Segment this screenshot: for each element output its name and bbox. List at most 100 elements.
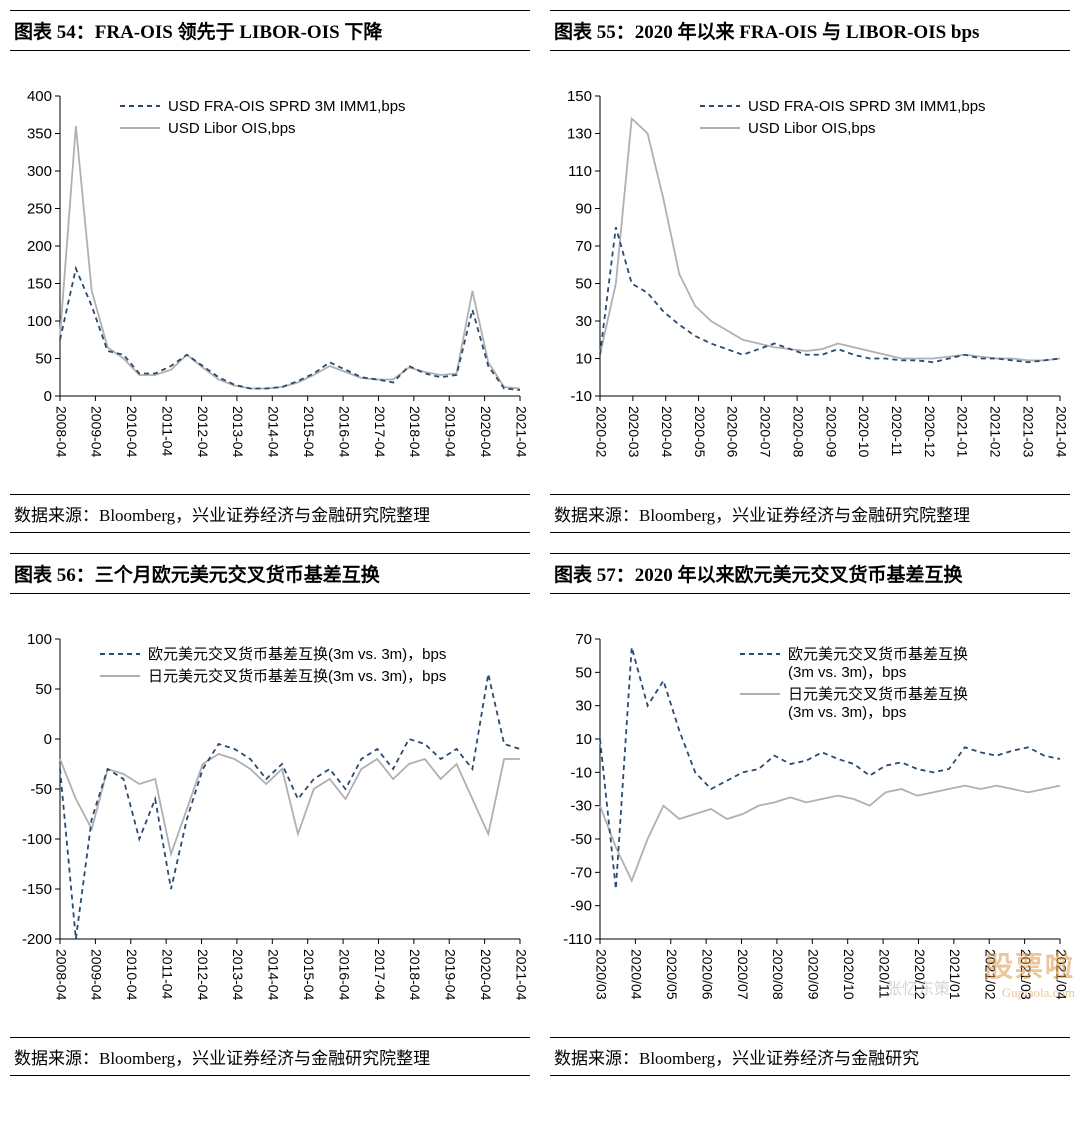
svg-text:150: 150 xyxy=(567,88,592,105)
svg-text:2021-02: 2021-02 xyxy=(988,406,1004,458)
svg-text:2021-04: 2021-04 xyxy=(1053,406,1069,458)
svg-text:400: 400 xyxy=(27,88,52,105)
chart-56: -200 -150 -100 -50 0 50 100 2008-04 2009-04 2010-… xyxy=(10,609,530,1029)
svg-text:日元美元交叉货币基差互换: 日元美元交叉货币基差互换 xyxy=(788,685,968,703)
chart-source: 数据来源：Bloomberg，兴业证券经济与金融研究院整理 xyxy=(550,494,1070,533)
svg-text:2013-04: 2013-04 xyxy=(230,949,246,1001)
svg-text:300: 300 xyxy=(27,163,52,180)
svg-text:2017-04: 2017-04 xyxy=(372,406,388,458)
chart-title: 图表 55：2020 年以来 FRA-OIS 与 LIBOR-OIS bps xyxy=(550,10,1070,51)
chart-55: -1010305070901101301502020-022020-032020… xyxy=(550,66,1070,486)
panel-55: 图表 55：2020 年以来 FRA-OIS 与 LIBOR-OIS bps -… xyxy=(550,10,1070,533)
svg-text:2020-11: 2020-11 xyxy=(889,406,905,457)
svg-text:2010-04: 2010-04 xyxy=(124,406,140,458)
svg-text:100: 100 xyxy=(27,631,52,648)
svg-text:日元美元交叉货币基差互换(3m vs. 3m)，bps: 日元美元交叉货币基差互换(3m vs. 3m)，bps xyxy=(148,667,446,685)
chart-title: 图表 56：三个月欧元美元交叉货币基差互换 xyxy=(10,553,530,594)
svg-text:70: 70 xyxy=(575,238,592,255)
chart-source: 数据来源：Bloomberg，兴业证券经济与金融研究 xyxy=(550,1037,1070,1076)
svg-text:110: 110 xyxy=(568,163,592,180)
svg-text:USD Libor OIS,bps: USD Libor OIS,bps xyxy=(168,120,296,137)
svg-text:2020-09: 2020-09 xyxy=(823,406,839,458)
svg-text:(3m vs. 3m)，bps: (3m vs. 3m)，bps xyxy=(788,664,906,681)
svg-text:2021/02: 2021/02 xyxy=(983,949,999,1000)
svg-text:30: 30 xyxy=(575,313,592,330)
svg-text:-150: -150 xyxy=(22,881,52,898)
svg-text:0: 0 xyxy=(44,388,52,405)
svg-text:-30: -30 xyxy=(570,798,592,815)
svg-text:USD FRA-OIS SPRD 3M IMM1,bps: USD FRA-OIS SPRD 3M IMM1,bps xyxy=(748,98,986,115)
svg-text:-50: -50 xyxy=(570,831,592,848)
svg-text:2009-04: 2009-04 xyxy=(89,406,105,458)
svg-text:2014-04: 2014-04 xyxy=(266,949,282,1001)
svg-text:2015-04: 2015-04 xyxy=(301,406,317,458)
svg-text:2020-07: 2020-07 xyxy=(758,406,774,458)
svg-text:2008-04: 2008-04 xyxy=(53,406,69,458)
svg-text:欧元美元交叉货币基差互换(3m vs. 3m)，bps: 欧元美元交叉货币基差互换(3m vs. 3m)，bps xyxy=(148,645,446,663)
svg-text:2019-04: 2019-04 xyxy=(443,406,459,458)
svg-text:150: 150 xyxy=(27,276,52,293)
chart-title: 图表 54：FRA-OIS 领先于 LIBOR-OIS 下降 xyxy=(10,10,530,51)
svg-text:欧元美元交叉货币基差互换: 欧元美元交叉货币基差互换 xyxy=(788,645,968,663)
svg-text:2011-04: 2011-04 xyxy=(159,949,175,1000)
svg-text:USD Libor OIS,bps: USD Libor OIS,bps xyxy=(748,120,876,137)
svg-text:-90: -90 xyxy=(570,898,592,915)
svg-text:2020/10: 2020/10 xyxy=(841,949,857,1000)
svg-text:2020/03: 2020/03 xyxy=(593,949,609,1000)
svg-text:2020/05: 2020/05 xyxy=(664,949,680,1000)
svg-text:-100: -100 xyxy=(22,831,52,848)
svg-text:70: 70 xyxy=(575,631,592,648)
svg-text:-50: -50 xyxy=(30,781,52,798)
svg-text:2011-04: 2011-04 xyxy=(159,406,175,457)
svg-text:50: 50 xyxy=(575,664,592,681)
svg-text:-200: -200 xyxy=(22,931,52,948)
svg-text:2009-04: 2009-04 xyxy=(89,949,105,1001)
svg-text:-110: -110 xyxy=(563,931,592,948)
svg-text:2018-04: 2018-04 xyxy=(407,949,423,1001)
svg-text:2019-04: 2019-04 xyxy=(443,949,459,1001)
svg-text:2021-04: 2021-04 xyxy=(513,406,529,458)
svg-text:2021-04: 2021-04 xyxy=(513,949,529,1001)
svg-text:2020-05: 2020-05 xyxy=(692,406,708,458)
svg-text:2015-04: 2015-04 xyxy=(301,949,317,1001)
svg-text:130: 130 xyxy=(567,126,592,143)
panel-54: 图表 54：FRA-OIS 领先于 LIBOR-OIS 下降 0 50 100 150… xyxy=(10,10,530,533)
svg-text:2020-08: 2020-08 xyxy=(790,406,806,458)
svg-text:0: 0 xyxy=(44,731,52,748)
svg-text:50: 50 xyxy=(575,276,592,293)
svg-text:2012-04: 2012-04 xyxy=(195,949,211,1001)
svg-text:2010-04: 2010-04 xyxy=(124,949,140,1001)
svg-text:2017-04: 2017-04 xyxy=(372,949,388,1001)
svg-text:2021-01: 2021-01 xyxy=(955,406,971,458)
svg-text:2021/03: 2021/03 xyxy=(1018,949,1034,1000)
svg-text:-70: -70 xyxy=(570,864,592,881)
chart-57: -110-90-70-50-30-10103050702020/032020/0… xyxy=(550,609,1070,1029)
svg-text:50: 50 xyxy=(35,681,52,698)
svg-text:2020-12: 2020-12 xyxy=(922,406,938,458)
chart-title: 图表 57：2020 年以来欧元美元交叉货币基差互换 xyxy=(550,553,1070,594)
svg-text:USD FRA-OIS SPRD 3M IMM1,bps: USD FRA-OIS SPRD 3M IMM1,bps xyxy=(168,98,406,115)
svg-text:2020/04: 2020/04 xyxy=(629,949,645,1000)
chart-grid: 图表 54：FRA-OIS 领先于 LIBOR-OIS 下降 0 50 100 150… xyxy=(10,10,1070,1076)
svg-text:100: 100 xyxy=(27,313,52,330)
svg-text:2013-04: 2013-04 xyxy=(230,406,246,458)
svg-text:350: 350 xyxy=(27,126,52,143)
svg-text:-10: -10 xyxy=(570,388,592,405)
svg-text:-10: -10 xyxy=(570,764,592,781)
svg-text:250: 250 xyxy=(27,201,52,218)
svg-text:50: 50 xyxy=(35,351,52,368)
chart-source: 数据来源：Bloomberg，兴业证券经济与金融研究院整理 xyxy=(10,494,530,533)
watermark-text: 张忆东策 xyxy=(886,975,950,999)
svg-text:2020-04: 2020-04 xyxy=(478,406,494,458)
svg-text:2020-02: 2020-02 xyxy=(593,406,609,458)
svg-text:2020-04: 2020-04 xyxy=(659,406,675,458)
svg-text:2020-04: 2020-04 xyxy=(478,949,494,1001)
panel-56: 图表 56：三个月欧元美元交叉货币基差互换 -200 -150 -100 -50 0 50… xyxy=(10,553,530,1076)
svg-text:2012-04: 2012-04 xyxy=(195,406,211,458)
svg-text:2020/08: 2020/08 xyxy=(770,949,786,1000)
svg-text:2008-04: 2008-04 xyxy=(53,949,69,1001)
svg-text:2020/09: 2020/09 xyxy=(806,949,822,1000)
svg-text:30: 30 xyxy=(575,698,592,715)
svg-text:2021/04: 2021/04 xyxy=(1053,949,1069,1000)
svg-text:200: 200 xyxy=(27,238,52,255)
